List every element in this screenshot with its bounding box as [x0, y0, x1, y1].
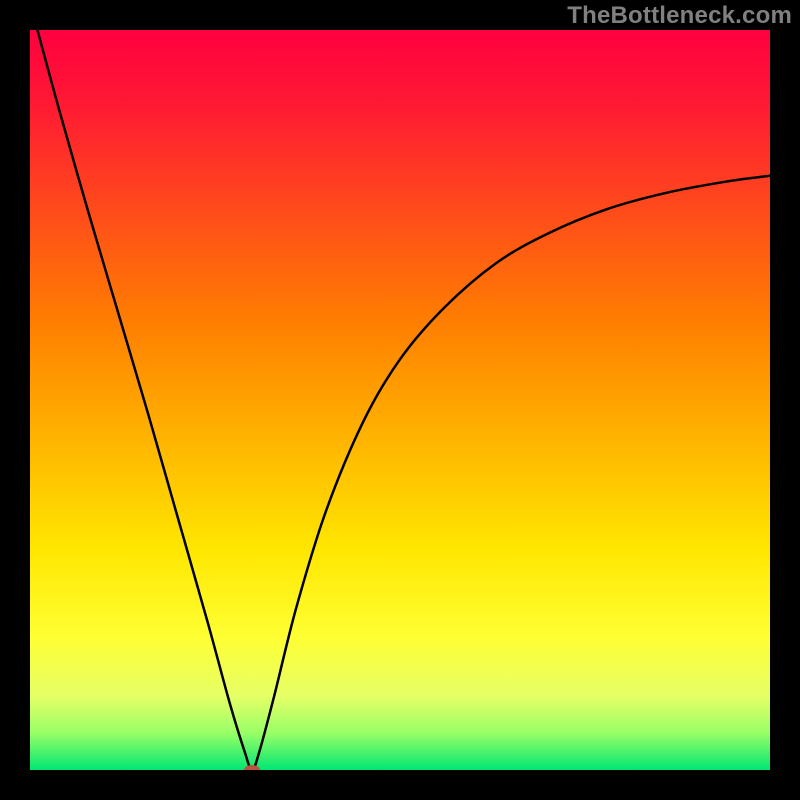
chart-frame: TheBottleneck.com	[0, 0, 800, 800]
gradient-background	[30, 30, 770, 770]
bottleneck-chart	[30, 30, 770, 770]
watermark-text: TheBottleneck.com	[567, 2, 792, 30]
